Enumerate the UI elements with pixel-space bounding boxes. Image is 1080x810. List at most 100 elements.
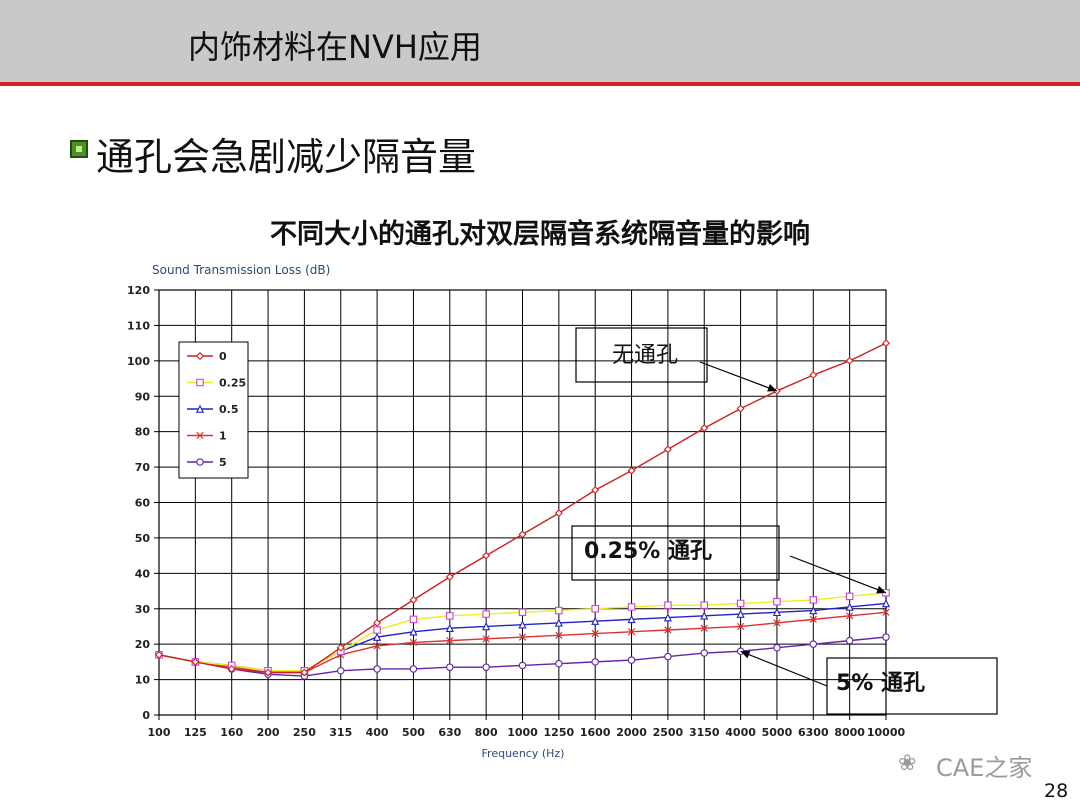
x-tick-label: 3150 — [689, 726, 720, 739]
series-0-point — [373, 618, 382, 627]
x-tick-label: 315 — [329, 726, 352, 739]
legend-0-25-marker — [196, 378, 204, 387]
series-0-5-point — [845, 602, 854, 611]
series-0-5-point — [373, 632, 382, 641]
x-tick-label: 100 — [148, 726, 171, 739]
series-5-point — [373, 665, 381, 673]
series-0-point — [445, 572, 454, 581]
x-tick-label: 250 — [293, 726, 316, 739]
series-0-5-point — [736, 609, 745, 618]
series-1-point — [482, 635, 490, 643]
slide-title: 内饰材料在NVH应用 — [188, 28, 482, 66]
y-tick-label: 70 — [135, 461, 151, 474]
series-0-point — [191, 657, 200, 666]
y-tick-label: 50 — [135, 532, 151, 545]
series-1-point — [518, 633, 527, 641]
series-5-point — [409, 665, 418, 673]
legend-0-5-marker — [195, 404, 205, 413]
series-0-point — [518, 530, 527, 539]
series-0-25-point — [555, 606, 563, 615]
bullet-icon — [70, 140, 88, 158]
series-1-point — [882, 608, 890, 616]
x-tick-label: 6300 — [798, 726, 829, 739]
x-tick-label: 800 — [475, 726, 498, 739]
x-axis-title: Frequency (Hz) — [482, 747, 565, 760]
watermark: CAE之家 — [936, 754, 1033, 782]
legend-1-label: 1 — [219, 430, 227, 443]
x-tick-label: 8000 — [834, 726, 865, 739]
series-0-point — [409, 595, 418, 604]
series-0-25-point — [446, 612, 454, 620]
x-tick-label: 1000 — [507, 726, 538, 739]
series-1-point — [664, 626, 672, 634]
x-tick-label: 1600 — [580, 726, 611, 739]
series-0-25-point — [518, 608, 527, 617]
y-tick-label: 10 — [135, 674, 151, 687]
series-0-5-point — [700, 611, 709, 620]
series-0-5-point — [591, 616, 600, 625]
series-0-point — [336, 643, 345, 652]
series-0-point — [264, 668, 273, 677]
series-5-point — [845, 636, 854, 645]
series-0-25-point — [627, 603, 636, 611]
wechat-icon: ❀ — [898, 751, 917, 776]
series-0-5-point — [772, 607, 782, 617]
series-5-point — [809, 640, 818, 648]
series-5-point — [336, 666, 345, 675]
series-0-25-point — [664, 601, 672, 609]
x-tick-label: 400 — [366, 726, 389, 739]
chart-title: 不同大小的通孔对双层隔音系统隔音量的影响 — [270, 219, 810, 250]
series-5-point — [482, 663, 490, 671]
series-0-point — [155, 650, 163, 659]
series-0-point — [736, 404, 745, 413]
legend-0-marker — [196, 352, 204, 360]
series-1-point — [555, 631, 563, 639]
y-tick-label: 30 — [135, 603, 151, 616]
series-0-point — [482, 551, 491, 560]
annotation-box — [571, 525, 780, 581]
series-0-point — [627, 466, 636, 475]
series-0-point — [845, 356, 854, 365]
legend-box — [178, 341, 249, 479]
series-1-point — [409, 638, 418, 647]
series-1-point — [373, 642, 381, 650]
series-0-25-point — [409, 615, 418, 624]
y-tick-label: 60 — [135, 497, 151, 510]
series-5-point — [555, 659, 563, 668]
legend-0-label: 0 — [219, 350, 227, 363]
annotation-arrow — [740, 650, 828, 687]
y-tick-label: 110 — [127, 319, 150, 332]
series-0-25-point — [591, 604, 599, 613]
legend-0-5-label: 0.5 — [219, 403, 239, 416]
series-5-point — [446, 663, 454, 671]
series-0-point — [663, 445, 672, 454]
series-1-point — [446, 637, 454, 645]
annotation-arrowhead — [767, 384, 777, 392]
legend-1-marker — [196, 431, 204, 440]
series-0-point — [809, 371, 818, 379]
series-1-point — [700, 624, 708, 632]
annotation-arrow — [699, 361, 778, 392]
series-0-point — [591, 486, 600, 495]
series-5-point — [664, 652, 672, 661]
x-tick-label: 1250 — [544, 726, 575, 739]
series-0-25-point — [482, 610, 490, 618]
annotation-arrowhead — [740, 650, 751, 659]
series-0-25-point — [773, 597, 781, 606]
series-0-point — [554, 509, 563, 518]
series-0-5-point — [518, 620, 527, 629]
series-5-point — [591, 658, 599, 666]
x-tick-label: 630 — [438, 726, 461, 739]
annotation-label: 0.25% 通孔 — [584, 539, 712, 564]
series-5-point — [518, 661, 527, 670]
series-5-point — [700, 649, 708, 657]
header-bar — [0, 0, 1080, 82]
series-0-25-point — [845, 592, 854, 601]
series-0-25-point — [736, 599, 745, 608]
legend-5-marker — [196, 458, 204, 466]
series-0-25-point — [809, 596, 818, 604]
y-tick-label: 100 — [127, 355, 150, 368]
series-0-5-point — [663, 613, 672, 622]
x-tick-label: 500 — [402, 726, 425, 739]
series-0-5-point — [809, 606, 818, 615]
